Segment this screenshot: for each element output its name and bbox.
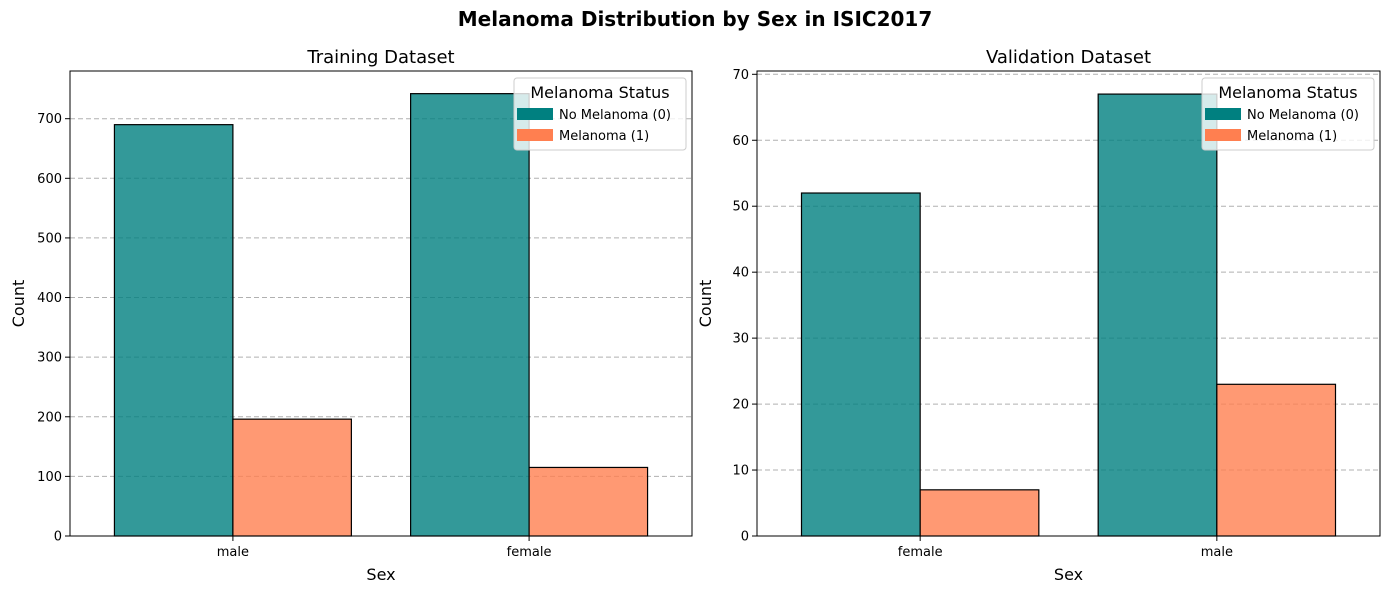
y-tick-label: 400 [37, 291, 62, 306]
y-tick-label: 0 [54, 530, 62, 545]
panel-title: Training Dataset [306, 47, 454, 68]
bar-male-no-melanoma-0 [113, 124, 234, 537]
x-tick-label-male: male [217, 545, 249, 560]
legend-box [1201, 77, 1375, 151]
y-tick-label: 700 [37, 112, 62, 127]
bar-female-melanoma-1 [528, 466, 649, 537]
panel-title: Validation Dataset [986, 47, 1151, 68]
validation-chart-panel: 0 10 20 30 40 50 60 70 female male Validation Data… [696, 47, 1381, 584]
y-axis-label: Count [696, 280, 715, 328]
x-axis-label: Sex [1054, 565, 1083, 584]
training-chart-panel: 0 100 200 300 400 500 600 700 male female Training… [9, 47, 693, 584]
legend-swatch-no-melanoma-0 [517, 108, 553, 120]
y-tick-label: 0 [741, 530, 749, 545]
plot-frame [756, 70, 1381, 537]
legend: Melanoma Status No Melanoma (0) Melanoma (… [1201, 77, 1375, 151]
y-tick-label: 200 [37, 410, 62, 425]
y-axis-label: Count [9, 280, 28, 328]
bar-male-no-melanoma-0 [1097, 93, 1218, 537]
y-tick-label: 50 [732, 200, 749, 215]
legend-swatch-no-melanoma-0 [1205, 108, 1241, 120]
legend-title: Melanoma Status [530, 83, 669, 102]
legend-label-melanoma-1: Melanoma (1) [1247, 129, 1337, 144]
legend-label-melanoma-1: Melanoma (1) [559, 129, 649, 144]
y-tick-label: 600 [37, 172, 62, 187]
legend-swatch-melanoma-1 [1205, 129, 1241, 141]
y-tick-label: 70 [732, 68, 749, 83]
y-tick-label: 20 [732, 398, 749, 413]
legend-label-no-melanoma-0: No Melanoma (0) [1247, 108, 1359, 123]
plot-frame [69, 70, 693, 537]
y-tick-label: 40 [732, 266, 749, 281]
x-axis-label: Sex [366, 565, 395, 584]
bar-female-no-melanoma-0 [800, 192, 921, 537]
legend-box [513, 77, 687, 151]
figure-title: Melanoma Distribution by Sex in ISIC2017 [458, 7, 932, 31]
x-tick-label-female: female [898, 545, 943, 560]
y-tick-label: 30 [732, 332, 749, 347]
y-tick-label: 10 [732, 464, 749, 479]
x-tick-label-female: female [507, 545, 552, 560]
bar-female-no-melanoma-0 [410, 93, 530, 537]
legend: Melanoma Status No Melanoma (0) Melanoma (… [513, 77, 687, 151]
legend-title: Melanoma Status [1218, 83, 1357, 102]
legend-label-no-melanoma-0: No Melanoma (0) [559, 108, 671, 123]
y-tick-label: 500 [37, 231, 62, 246]
y-tick-label: 300 [37, 351, 62, 366]
legend-swatch-melanoma-1 [517, 129, 553, 141]
x-tick-label-male: male [1201, 545, 1233, 560]
y-tick-label: 60 [732, 134, 749, 149]
y-tick-label: 100 [37, 470, 62, 485]
bar-male-melanoma-1 [1216, 383, 1337, 537]
bar-male-melanoma-1 [232, 418, 352, 537]
bar-female-melanoma-1 [919, 489, 1040, 537]
